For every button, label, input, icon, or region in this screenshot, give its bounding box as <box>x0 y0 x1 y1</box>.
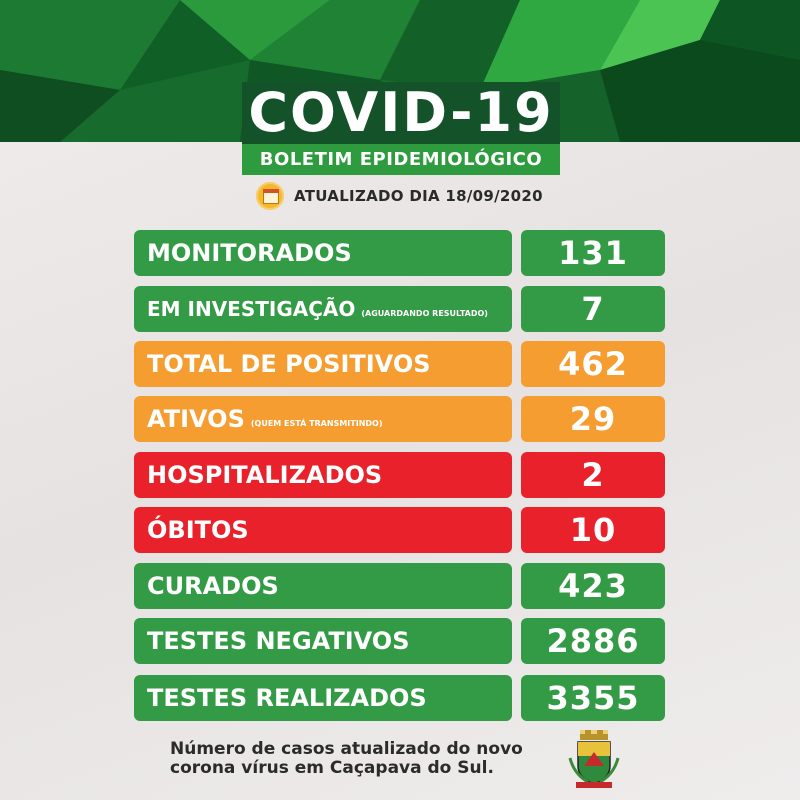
stat-row-testes-realizados: TESTES REALIZADOS 3355 <box>134 675 665 721</box>
stat-label-box: EM INVESTIGAÇÃO (AGUARDANDO RESULTADO) <box>134 286 512 332</box>
stat-row-monitorados: MONITORADOS 131 <box>134 230 665 276</box>
page-subtitle: BOLETIM EPIDEMIOLÓGICO <box>259 149 543 170</box>
footer-note: Número de casos atualizado do novo coron… <box>170 740 523 778</box>
top-banner <box>0 0 800 142</box>
stat-value: 29 <box>521 396 665 442</box>
update-date-text: ATUALIZADO DIA 18/09/2020 <box>294 187 543 205</box>
stat-value: 423 <box>521 563 665 609</box>
stat-value: 7 <box>521 286 665 332</box>
stat-label-box: ATIVOS (QUEM ESTÁ TRANSMITINDO) <box>134 396 512 442</box>
banner-polygons <box>0 0 800 142</box>
stat-label-box: TESTES REALIZADOS <box>134 675 512 721</box>
stat-value: 131 <box>521 230 665 276</box>
stat-label: MONITORADOS <box>147 239 352 267</box>
stat-label-box: TESTES NEGATIVOS <box>134 618 512 664</box>
stat-label: TESTES REALIZADOS <box>147 684 427 712</box>
stat-row-hospitalizados: HOSPITALIZADOS 2 <box>134 452 665 498</box>
stat-row-testes-negativos: TESTES NEGATIVOS 2886 <box>134 618 665 664</box>
stat-value: 10 <box>521 507 665 553</box>
stat-label: TESTES NEGATIVOS <box>147 627 410 655</box>
stat-label-box: HOSPITALIZADOS <box>134 452 512 498</box>
stat-row-curados: CURADOS 423 <box>134 563 665 609</box>
stat-value: 462 <box>521 341 665 387</box>
stat-label-box: TOTAL DE POSITIVOS <box>134 341 512 387</box>
stat-value: 2886 <box>521 618 665 664</box>
title-box: COVID-19 <box>242 82 560 144</box>
stat-value: 3355 <box>521 675 665 721</box>
stat-row-total-positivos: TOTAL DE POSITIVOS 462 <box>134 341 665 387</box>
footer-line-2: corona vírus em Caçapava do Sul. <box>170 758 494 778</box>
stat-label: ÓBITOS <box>147 516 249 544</box>
stat-label-box: CURADOS <box>134 563 512 609</box>
footer-line-1: Número de casos atualizado do novo <box>170 739 523 759</box>
update-date: ATUALIZADO DIA 18/09/2020 <box>256 182 543 210</box>
calendar-icon <box>256 182 284 210</box>
coat-of-arms-icon <box>568 730 620 788</box>
stat-label: EM INVESTIGAÇÃO <box>147 297 356 321</box>
stat-label: TOTAL DE POSITIVOS <box>147 350 431 378</box>
page-title: COVID-19 <box>248 81 554 144</box>
stat-row-em-investigacao: EM INVESTIGAÇÃO (AGUARDANDO RESULTADO) 7 <box>134 286 665 332</box>
stat-note: (AGUARDANDO RESULTADO) <box>361 308 488 318</box>
stat-label: ATIVOS <box>147 405 245 433</box>
stat-label-box: MONITORADOS <box>134 230 512 276</box>
stat-row-obitos: ÓBITOS 10 <box>134 507 665 553</box>
subtitle-box: BOLETIM EPIDEMIOLÓGICO <box>242 144 560 175</box>
stat-label-box: ÓBITOS <box>134 507 512 553</box>
stat-value: 2 <box>521 452 665 498</box>
stat-label: HOSPITALIZADOS <box>147 461 383 489</box>
stat-row-ativos: ATIVOS (QUEM ESTÁ TRANSMITINDO) 29 <box>134 396 665 442</box>
stat-label: CURADOS <box>147 572 279 600</box>
stat-note: (QUEM ESTÁ TRANSMITINDO) <box>250 418 383 428</box>
